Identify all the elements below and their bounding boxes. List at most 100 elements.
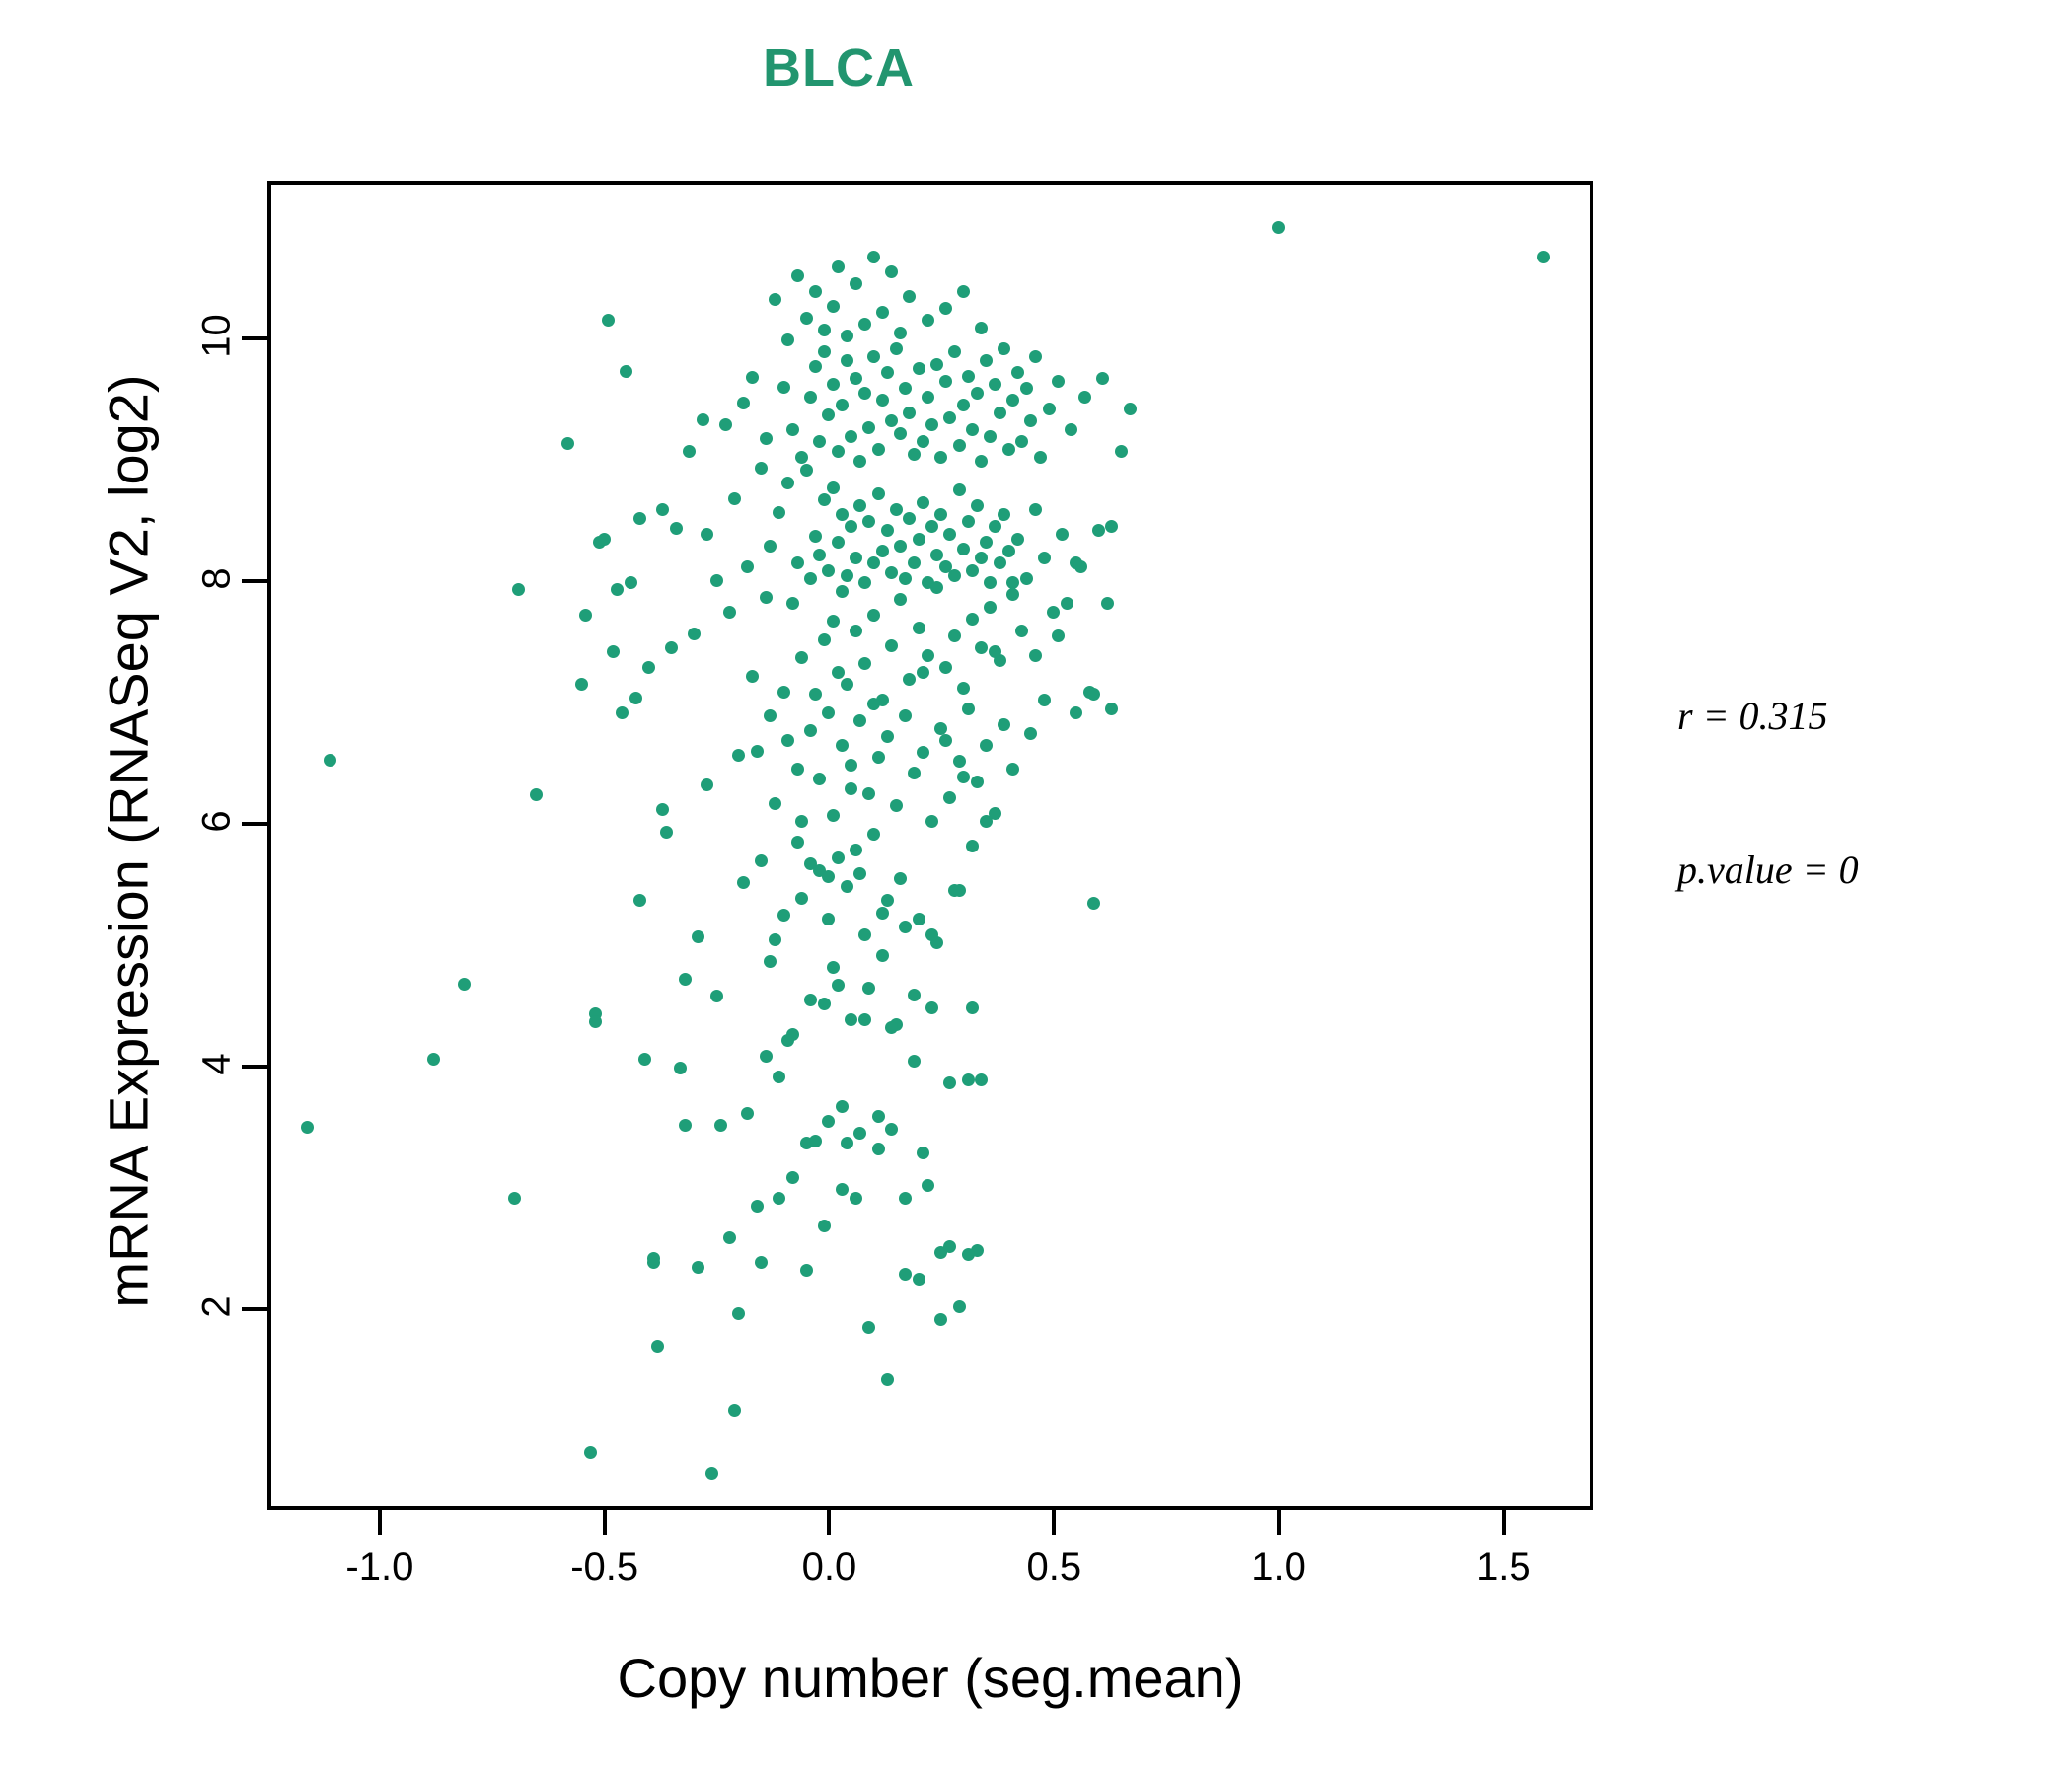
- data-point: [723, 1231, 737, 1245]
- p-value-text: p.value = 0: [1677, 848, 1859, 892]
- data-point: [1038, 694, 1052, 707]
- data-point: [1024, 726, 1038, 740]
- data-point: [817, 324, 831, 337]
- data-point: [755, 1255, 769, 1269]
- data-point: [759, 431, 773, 445]
- data-point: [961, 369, 975, 383]
- data-point: [938, 374, 952, 388]
- data-point: [1001, 545, 1015, 557]
- data-point: [925, 418, 939, 432]
- data-point: [943, 527, 957, 541]
- data-point: [804, 994, 818, 1007]
- data-point: [917, 495, 930, 509]
- data-point: [903, 406, 917, 419]
- data-point: [880, 730, 894, 744]
- y-axis-tick: [242, 1307, 267, 1312]
- data-point: [655, 803, 669, 817]
- data-point: [701, 527, 714, 541]
- data-point: [975, 1073, 989, 1087]
- data-point: [912, 1273, 925, 1287]
- data-point: [795, 651, 809, 665]
- data-point: [998, 717, 1011, 731]
- data-point: [1056, 527, 1070, 541]
- x-axis-tick: [1501, 1510, 1506, 1535]
- data-point: [880, 524, 894, 538]
- data-point: [1019, 572, 1033, 586]
- data-point: [741, 559, 755, 573]
- data-point: [1123, 403, 1137, 416]
- data-point: [822, 1115, 836, 1129]
- data-point: [925, 815, 939, 829]
- data-point: [961, 1073, 975, 1087]
- data-point: [669, 521, 683, 535]
- data-point: [938, 733, 952, 747]
- data-point: [799, 311, 813, 325]
- data-point: [917, 435, 930, 449]
- data-point: [880, 366, 894, 380]
- data-point: [606, 645, 620, 659]
- data-point: [773, 1070, 786, 1083]
- data-point: [853, 1127, 867, 1141]
- data-point: [692, 1260, 705, 1274]
- data-point: [1060, 596, 1073, 610]
- data-point: [934, 721, 948, 735]
- data-point: [840, 879, 853, 893]
- data-point: [894, 540, 908, 554]
- data-point: [836, 399, 850, 412]
- data-point: [871, 1110, 885, 1124]
- y-axis-tick: [242, 1065, 267, 1069]
- data-point: [917, 746, 930, 760]
- data-point: [989, 645, 1001, 659]
- data-point: [889, 503, 903, 517]
- data-point: [323, 753, 336, 767]
- data-point: [929, 357, 943, 371]
- data-point: [889, 799, 903, 813]
- data-point: [957, 542, 971, 555]
- data-point: [934, 1312, 948, 1326]
- data-point: [876, 545, 890, 557]
- data-point: [866, 556, 880, 570]
- data-point: [929, 548, 943, 561]
- data-point: [781, 1033, 795, 1047]
- x-axis-tick-label: -0.5: [570, 1545, 639, 1589]
- data-point: [804, 572, 818, 586]
- data-point: [808, 284, 822, 298]
- data-point: [808, 1134, 822, 1147]
- data-point: [921, 390, 934, 404]
- data-point: [692, 930, 705, 944]
- data-point: [664, 641, 678, 655]
- data-point: [961, 702, 975, 715]
- data-point: [799, 463, 813, 477]
- data-point: [866, 827, 880, 841]
- data-point: [759, 1049, 773, 1063]
- data-point: [795, 891, 809, 905]
- data-point: [993, 556, 1006, 570]
- data-point: [426, 1053, 440, 1067]
- data-point: [970, 775, 984, 788]
- chart-title: BLCA: [763, 38, 915, 98]
- data-point: [1536, 251, 1550, 264]
- y-axis-tick: [242, 335, 267, 340]
- data-point: [862, 515, 876, 529]
- data-point: [866, 350, 880, 364]
- data-point: [871, 751, 885, 765]
- data-point: [993, 406, 1006, 419]
- data-point: [898, 921, 912, 934]
- data-point: [857, 575, 871, 589]
- data-point: [862, 787, 876, 801]
- data-point: [938, 661, 952, 675]
- x-axis-tick: [827, 1510, 832, 1535]
- data-point: [790, 763, 804, 777]
- data-point: [857, 317, 871, 331]
- data-point: [876, 906, 890, 920]
- data-point: [781, 733, 795, 747]
- data-point: [745, 669, 759, 683]
- data-point: [943, 410, 957, 424]
- data-point: [773, 1191, 786, 1205]
- data-point: [687, 627, 701, 640]
- data-point: [1042, 403, 1056, 416]
- data-point: [925, 520, 939, 534]
- data-point: [799, 1264, 813, 1278]
- data-point: [853, 454, 867, 468]
- data-point: [1065, 422, 1078, 436]
